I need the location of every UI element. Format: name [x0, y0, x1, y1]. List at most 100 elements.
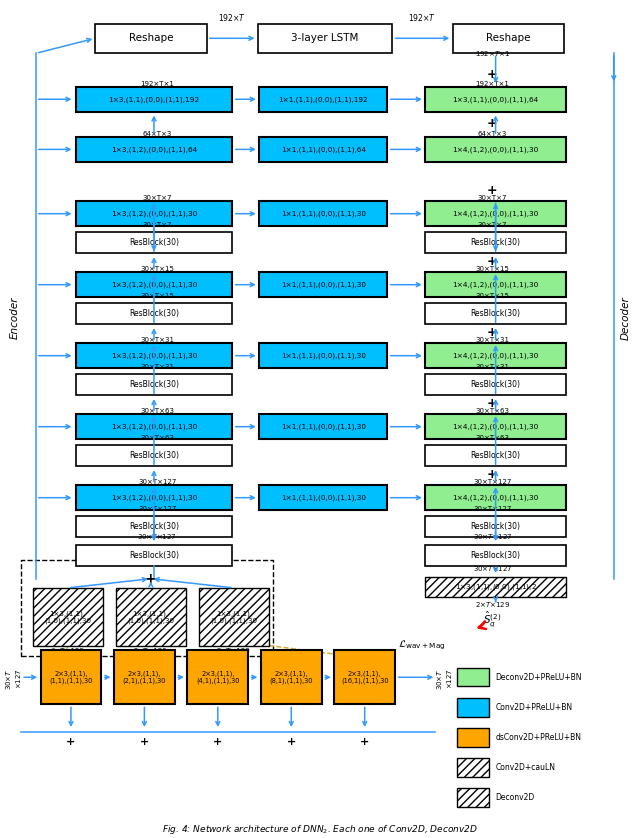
Text: 2×3,(1,1),
(1,1),(1,1),30: 2×3,(1,1), (1,1),(1,1),30 [49, 670, 93, 685]
FancyBboxPatch shape [452, 23, 564, 53]
Text: +: + [487, 117, 498, 130]
Text: 30×T×63: 30×T×63 [476, 435, 509, 441]
Text: 30×T×7: 30×T×7 [477, 221, 507, 228]
Text: 30×T×7: 30×T×7 [477, 194, 507, 201]
Text: ResBlock(30): ResBlock(30) [129, 239, 179, 247]
Text: 30$\times T$
$\times$127: 30$\times T$ $\times$127 [435, 668, 454, 690]
Text: 1×3,(1,2),(0,0),(1,1),30: 1×3,(1,2),(0,0),(1,1),30 [111, 282, 197, 288]
Text: 1×4,(1,2),(0,0),(1,1),30: 1×4,(1,2),(0,0),(1,1),30 [452, 353, 539, 359]
FancyBboxPatch shape [76, 516, 232, 537]
Text: 30×T×127: 30×T×127 [473, 505, 511, 511]
Text: 1×1,(1,1),(0,0),(1,1),30: 1×1,(1,1),(0,0),(1,1),30 [281, 423, 365, 430]
Text: $\hat{S}_q^{\mathrm{MCWF}}$: $\hat{S}_q^{\mathrm{MCWF}}$ [220, 654, 247, 672]
FancyBboxPatch shape [426, 375, 566, 396]
Text: 1×1,(1,1),(0,0),(1,1),30: 1×1,(1,1),(0,0),(1,1),30 [281, 494, 365, 501]
Text: 2$\times T$$\times$129: 2$\times T$$\times$129 [475, 600, 510, 609]
Text: +: + [487, 468, 498, 481]
FancyBboxPatch shape [334, 650, 395, 705]
Text: 2×T×129: 2×T×129 [134, 648, 168, 654]
Text: +: + [145, 572, 157, 586]
Text: +: + [487, 68, 498, 80]
FancyBboxPatch shape [426, 485, 566, 510]
FancyBboxPatch shape [114, 650, 175, 705]
FancyBboxPatch shape [76, 86, 232, 111]
FancyBboxPatch shape [259, 272, 387, 297]
Text: 1$\times$3,(1,1),(0,0),(1,1),2: 1$\times$3,(1,1),(0,0),(1,1),2 [454, 582, 536, 592]
Text: 30×T×127: 30×T×127 [138, 505, 177, 511]
FancyBboxPatch shape [258, 23, 392, 53]
Text: +: + [213, 737, 223, 747]
FancyBboxPatch shape [426, 137, 566, 162]
FancyBboxPatch shape [259, 343, 387, 368]
FancyBboxPatch shape [76, 414, 232, 439]
Text: ResBlock(30): ResBlock(30) [129, 309, 179, 318]
Text: +: + [487, 255, 498, 268]
Text: 1×3,(1,1),
(1,0),(1,1),30: 1×3,(1,1), (1,0),(1,1),30 [44, 610, 92, 624]
FancyBboxPatch shape [458, 698, 489, 716]
Text: ResBlock(30): ResBlock(30) [470, 309, 520, 318]
Text: 1×3,(1,2),(0,0),(1,1),30: 1×3,(1,2),(0,0),(1,1),30 [111, 210, 197, 217]
Text: 30×T×127: 30×T×127 [473, 478, 511, 485]
Text: 30×T×31: 30×T×31 [476, 364, 509, 370]
FancyBboxPatch shape [76, 232, 232, 253]
FancyBboxPatch shape [458, 668, 489, 686]
Text: Decoder: Decoder [620, 296, 630, 340]
FancyBboxPatch shape [259, 201, 387, 226]
Text: 1×1,(1,1),(0,0),(1,1),64: 1×1,(1,1),(0,0),(1,1),64 [281, 146, 365, 153]
Text: 30$\times T$
$\times$127: 30$\times T$ $\times$127 [4, 668, 23, 690]
FancyBboxPatch shape [261, 650, 321, 705]
Text: 3-layer LSTM: 3-layer LSTM [291, 34, 359, 44]
FancyBboxPatch shape [259, 485, 387, 510]
Text: 1×3,(1,1),
(1,0),(1,1),30: 1×3,(1,1), (1,0),(1,1),30 [127, 610, 174, 624]
Text: 192$\times T$$\times$1: 192$\times T$$\times$1 [475, 49, 510, 58]
Text: ResBlock(30): ResBlock(30) [129, 380, 179, 390]
FancyBboxPatch shape [76, 545, 232, 566]
FancyBboxPatch shape [259, 414, 387, 439]
Text: 1×4,(1,2),(0,0),(1,1),30: 1×4,(1,2),(0,0),(1,1),30 [452, 210, 539, 217]
Text: 1×3,(1,2),(0,0),(1,1),30: 1×3,(1,2),(0,0),(1,1),30 [111, 353, 197, 359]
Text: ResBlock(30): ResBlock(30) [470, 380, 520, 390]
Text: 1×3,(1,2),(0,0),(1,1),30: 1×3,(1,2),(0,0),(1,1),30 [111, 494, 197, 501]
Text: +: + [487, 397, 498, 410]
FancyBboxPatch shape [76, 446, 232, 467]
Text: ResBlock(30): ResBlock(30) [470, 239, 520, 247]
Text: +: + [487, 326, 498, 339]
Text: $\boldsymbol{Y}$: $\boldsymbol{Y}$ [63, 658, 72, 669]
FancyBboxPatch shape [458, 789, 489, 807]
Text: 30×T×63: 30×T×63 [140, 435, 174, 441]
Text: 192×T×1: 192×T×1 [140, 81, 174, 87]
Text: $\mathcal{L}_{\mathrm{wav+Mag}}$: $\mathcal{L}_{\mathrm{wav+Mag}}$ [399, 639, 446, 652]
FancyBboxPatch shape [426, 303, 566, 324]
FancyBboxPatch shape [198, 588, 269, 646]
Text: 1×4,(1,2),(0,0),(1,1),30: 1×4,(1,2),(0,0),(1,1),30 [452, 146, 539, 153]
Text: $\hat{S}_q^{(2)}$: $\hat{S}_q^{(2)}$ [483, 609, 502, 628]
Text: 1×3,(1,1),
(1,0),(1,1),30: 1×3,(1,1), (1,0),(1,1),30 [211, 610, 257, 624]
Text: 30×T×7: 30×T×7 [143, 221, 172, 228]
Text: 2×3,(1,1),
(2,1),(1,1),30: 2×3,(1,1), (2,1),(1,1),30 [123, 670, 166, 685]
FancyBboxPatch shape [21, 561, 273, 656]
Text: 30×T×127: 30×T×127 [138, 478, 177, 485]
Text: Reshape: Reshape [486, 34, 531, 44]
Text: 30×T×7: 30×T×7 [143, 194, 172, 201]
FancyBboxPatch shape [426, 201, 566, 226]
Text: +: + [287, 737, 296, 747]
FancyBboxPatch shape [426, 343, 566, 368]
Text: ResBlock(30): ResBlock(30) [129, 551, 179, 560]
Text: 64×T×3: 64×T×3 [477, 132, 507, 137]
Text: Deconv2D+PReLU+BN: Deconv2D+PReLU+BN [495, 673, 582, 682]
Text: 2×3,(1,1),
(4,1),(1,1),30: 2×3,(1,1), (4,1),(1,1),30 [196, 670, 239, 685]
Text: 64×T×3: 64×T×3 [143, 132, 172, 137]
Text: ResBlock(30): ResBlock(30) [470, 522, 520, 531]
Text: 30×T×31: 30×T×31 [140, 337, 174, 343]
Text: Conv2D+cauLN: Conv2D+cauLN [495, 763, 556, 772]
FancyBboxPatch shape [458, 758, 489, 777]
Text: 1×1,(1,1),(0,0),(1,1),30: 1×1,(1,1),(0,0),(1,1),30 [281, 282, 365, 288]
Text: ResBlock(30): ResBlock(30) [129, 522, 179, 531]
Text: 30$\times T$$\times$127: 30$\times T$$\times$127 [472, 564, 512, 573]
FancyBboxPatch shape [259, 86, 387, 111]
Text: 192×T×1: 192×T×1 [476, 81, 509, 87]
Text: $\hat{S}_q^{(1)}$: $\hat{S}_q^{(1)}$ [143, 654, 159, 672]
FancyBboxPatch shape [426, 272, 566, 297]
Text: 30×T×31: 30×T×31 [476, 337, 509, 343]
Text: ResBlock(30): ResBlock(30) [129, 452, 179, 460]
